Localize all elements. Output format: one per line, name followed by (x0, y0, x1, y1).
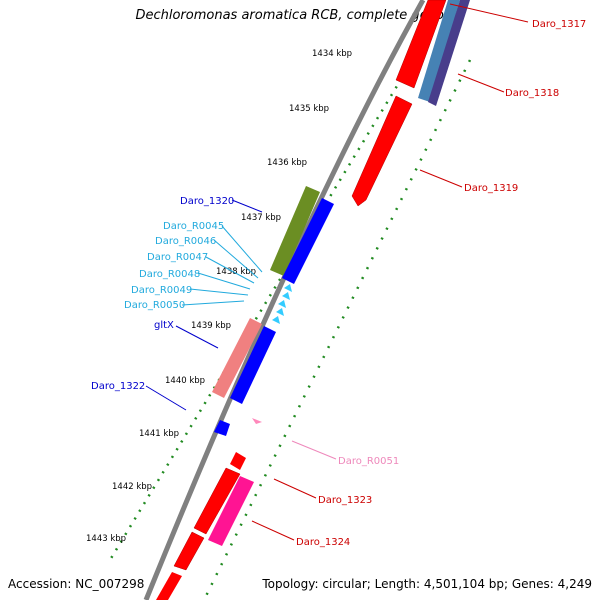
gene-daro-1324[interactable] (208, 476, 254, 546)
tick-label: 1440 kbp (165, 376, 205, 386)
label-daro-r0051[interactable]: Daro_R0051 (338, 456, 399, 467)
label-daro-1317[interactable]: Daro_1317 (532, 19, 586, 30)
accession-text: Accession: NC_007298 (8, 577, 145, 591)
label-daro-1323[interactable]: Daro_1323 (318, 495, 372, 506)
gene-daro-1323[interactable] (156, 452, 246, 600)
gene-daro-1317[interactable] (395, 0, 447, 89)
label-gltX[interactable]: gltX (154, 320, 174, 331)
gene-daro-1322[interactable] (214, 420, 230, 436)
gene-daro-1320b[interactable] (282, 198, 334, 284)
label-daro-r0050[interactable]: Daro_R0050 (124, 300, 185, 311)
label-daro-r0046[interactable]: Daro_R0046 (155, 236, 216, 247)
tick-label: 1443 kbp (86, 534, 126, 544)
label-daro-r0048[interactable]: Daro_R0048 (139, 269, 200, 280)
label-leaders (145, 3, 529, 541)
tick-label: 1438 kbp (216, 267, 256, 277)
tick-track-outer (203, 59, 472, 599)
label-daro-r0049[interactable]: Daro_R0049 (131, 285, 192, 296)
label-daro-r0047[interactable]: Daro_R0047 (147, 252, 208, 263)
rna-daro-r0051[interactable] (252, 418, 262, 424)
tick-label: 1436 kbp (267, 158, 307, 168)
gene-gltX-b[interactable] (230, 326, 276, 404)
label-daro-1322[interactable]: Daro_1322 (91, 381, 145, 392)
tick-label: 1434 kbp (312, 49, 352, 59)
gene-daro-1318[interactable] (418, 0, 470, 106)
scale-labels: 1434 kbp 1435 kbp 1436 kbp 1437 kbp 1438… (86, 49, 352, 544)
tick-label: 1437 kbp (241, 213, 281, 223)
label-daro-1324[interactable]: Daro_1324 (296, 537, 350, 548)
tick-track-inner (108, 47, 422, 561)
gene-daro-1320[interactable] (270, 186, 320, 276)
feature-labels: Daro_1317 Daro_1318 Daro_1319 Daro_1320 … (91, 19, 586, 548)
gene-gltX[interactable] (212, 318, 262, 398)
label-daro-1318[interactable]: Daro_1318 (505, 88, 559, 99)
genome-backbone (143, 0, 426, 600)
tick-label: 1441 kbp (139, 429, 179, 439)
tick-label: 1435 kbp (289, 104, 329, 114)
trna-cluster[interactable] (272, 284, 292, 324)
tick-label: 1442 kbp (112, 482, 152, 492)
label-daro-1319[interactable]: Daro_1319 (464, 183, 518, 194)
tick-label: 1439 kbp (191, 321, 231, 331)
gene-daro-1319[interactable] (351, 95, 413, 207)
topology-text: Topology: circular; Length: 4,501,104 bp… (262, 577, 592, 591)
label-daro-1320[interactable]: Daro_1320 (180, 196, 234, 207)
label-daro-r0045[interactable]: Daro_R0045 (163, 221, 224, 232)
map-title: Dechloromonas aromatica RCB, complete ge… (135, 8, 465, 23)
